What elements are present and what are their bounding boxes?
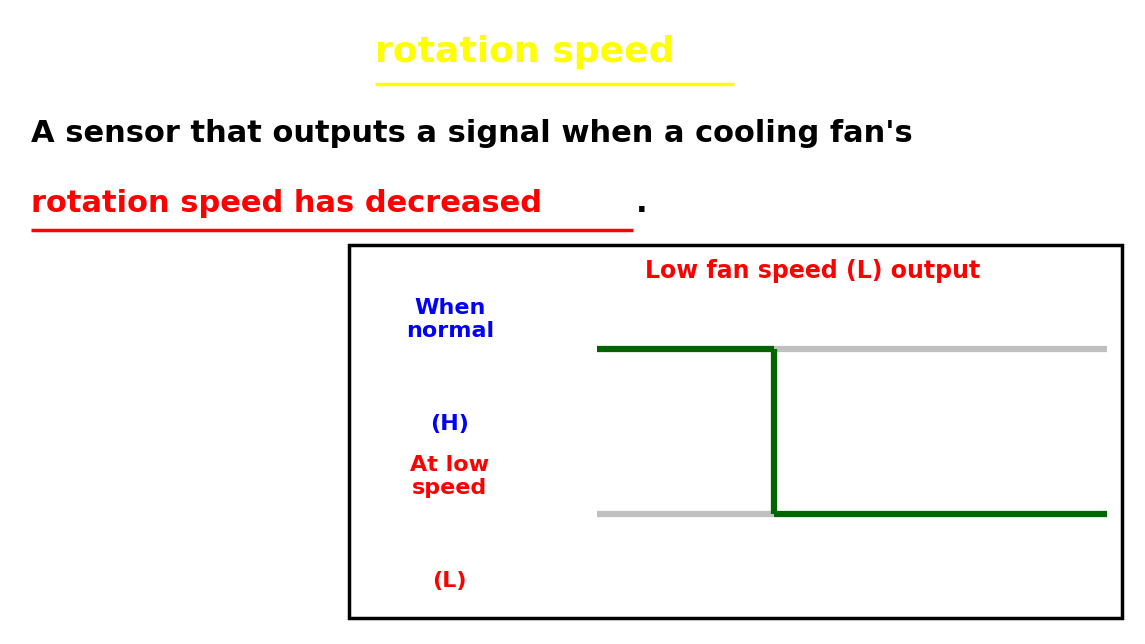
Text: (L): (L) (433, 571, 467, 591)
Text: When
normal: When normal (405, 298, 493, 341)
Text: Low speed sensor (: Low speed sensor ( (31, 35, 425, 68)
Text: rotation speed has decreased: rotation speed has decreased (31, 189, 543, 218)
Text: At low
speed: At low speed (410, 455, 489, 498)
Text: rotation speed: rotation speed (376, 35, 674, 68)
Text: (H): (H) (431, 414, 469, 434)
Text: A sensor that outputs a signal when a cooling fan's: A sensor that outputs a signal when a co… (31, 119, 913, 148)
Text: .: . (635, 189, 648, 218)
Text: Low fan speed (L) output: Low fan speed (L) output (646, 259, 980, 283)
Text: detection type): detection type) (736, 35, 1064, 68)
